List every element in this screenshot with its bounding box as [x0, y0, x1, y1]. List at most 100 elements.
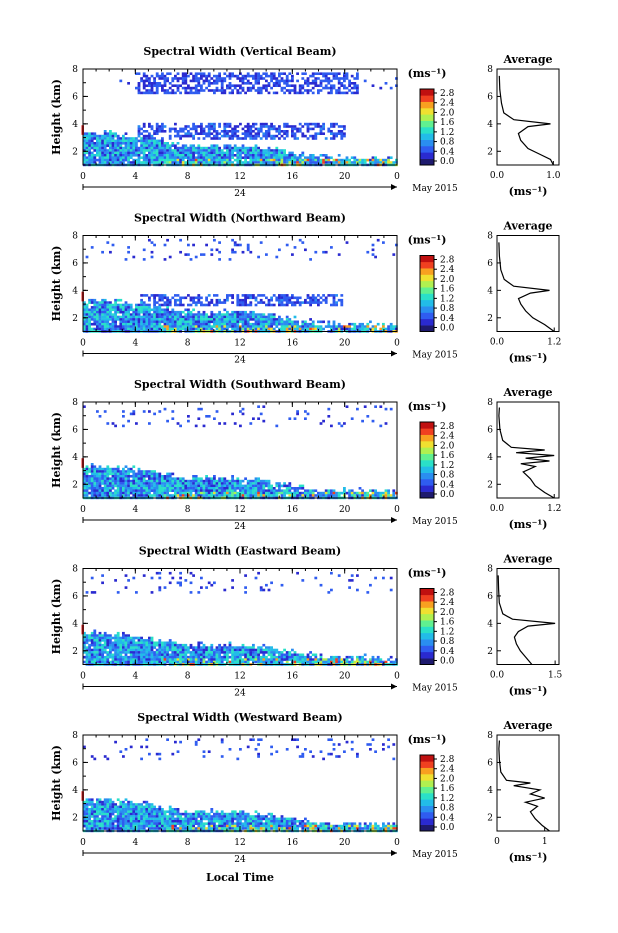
- colorbar-tick-label: 1.2: [440, 627, 454, 637]
- average-y-tick-label: 8: [487, 398, 493, 408]
- time-axis-label: Local Time: [206, 871, 274, 884]
- y-tick-label: 8: [72, 65, 78, 75]
- colorbar-tick-label: 1.6: [440, 118, 455, 128]
- colorbar-segment: [420, 89, 434, 96]
- y-tick-label: 2: [72, 147, 78, 157]
- colorbar-segment: [420, 473, 434, 480]
- colorbar-tick-label: 0.0: [440, 324, 455, 334]
- average-x-label: (ms⁻¹): [509, 851, 548, 864]
- colorbar-segment: [420, 447, 434, 454]
- colorbar-tick-label: 0.0: [440, 823, 455, 833]
- x-tick-label: 16: [287, 505, 299, 515]
- x-tick-label: 20: [339, 172, 351, 182]
- average-y-tick-label: 2: [487, 480, 493, 490]
- colorbar-segment: [420, 658, 434, 665]
- y-tick-label: 4: [72, 619, 78, 629]
- colorbar-segment: [420, 102, 434, 109]
- average-x-tick-label: 1.0: [546, 171, 561, 181]
- colorbar-segment: [420, 114, 434, 121]
- colorbar-segment: [420, 806, 434, 813]
- average-title: Average: [502, 220, 552, 233]
- y-tick-label: 8: [72, 398, 78, 408]
- panel-title: Spectral Width (Vertical Beam): [143, 45, 336, 58]
- average-x-tick-label: 0.0: [490, 338, 505, 348]
- colorbar-tick-label: 2.4: [440, 265, 455, 275]
- average-profile-line: [499, 408, 554, 499]
- panel-4: Spectral Width (Westward Beam)2468Height…: [50, 711, 559, 865]
- colorbar-segment: [420, 812, 434, 819]
- x-tick-label: 8: [185, 339, 191, 349]
- y-tick-label: 4: [72, 286, 78, 296]
- colorbar-segment: [420, 268, 434, 275]
- colorbar-tick-label: 1.6: [440, 285, 455, 295]
- colorbar-unit: (ms⁻¹): [408, 67, 447, 80]
- y-tick-label: 6: [72, 92, 78, 102]
- day-line-arrow: [391, 351, 397, 357]
- colorbar-segment: [420, 780, 434, 787]
- average-x-tick-label: 0.0: [490, 171, 505, 181]
- colorbar-tick-label: 2.8: [440, 256, 455, 266]
- panel-title: Spectral Width (Eastward Beam): [139, 545, 341, 558]
- colorbar-segment: [420, 441, 434, 448]
- x-tick-label: 16: [287, 672, 299, 682]
- heatmap-cells: [83, 239, 398, 333]
- day-line-arrow: [391, 184, 397, 190]
- y-axis-label: Height (km): [50, 745, 63, 821]
- colorbar-segment: [420, 793, 434, 800]
- panel-title: Spectral Width (Southward Beam): [134, 378, 346, 391]
- colorbar-segment: [420, 601, 434, 608]
- colorbar-segment: [420, 492, 434, 499]
- date-label: May 2015: [412, 850, 458, 860]
- heatmap-cells: [83, 738, 398, 832]
- colorbar-tick-label: 0.4: [440, 647, 455, 657]
- x-tick-label: 0: [80, 505, 86, 515]
- average-x-label: (ms⁻¹): [509, 185, 548, 198]
- y-tick-label: 4: [72, 453, 78, 463]
- colorbar-tick-label: 0.0: [440, 157, 455, 167]
- average-y-tick-label: 6: [487, 259, 493, 269]
- y-tick-label: 8: [72, 565, 78, 575]
- x-tick-label: 16: [287, 172, 299, 182]
- colorbar-tick-label: 1.2: [440, 128, 454, 138]
- colorbar-tick-label: 0.8: [440, 138, 455, 148]
- average-profile-line: [498, 575, 555, 664]
- colorbar-segment: [420, 589, 434, 596]
- panel-0: Spectral Width (Vertical Beam)2468Height…: [50, 45, 561, 199]
- y-tick-label: 2: [72, 480, 78, 490]
- x-tick-label: 20: [339, 339, 351, 349]
- colorbar-segment: [420, 768, 434, 775]
- average-y-tick-label: 8: [487, 731, 493, 741]
- average-title: Average: [502, 719, 552, 732]
- colorbar-tick-label: 0.4: [440, 147, 455, 157]
- average-y-tick-label: 6: [487, 425, 493, 435]
- day-line-arrow: [391, 850, 397, 856]
- x-tick-label: 0: [394, 505, 400, 515]
- average-y-tick-label: 4: [487, 120, 493, 130]
- colorbar-tick-label: 2.8: [440, 422, 455, 432]
- colorbar-segment: [420, 761, 434, 768]
- y-axis-label: Height (km): [50, 246, 63, 322]
- colorbar-segment: [420, 652, 434, 659]
- colorbar-segment: [420, 774, 434, 781]
- date-label: May 2015: [412, 184, 458, 194]
- colorbar-segment: [420, 639, 434, 646]
- colorbar-segment: [420, 787, 434, 794]
- colorbar-segment: [420, 152, 434, 159]
- average-x-label: (ms⁻¹): [509, 685, 548, 698]
- colorbar-segment: [420, 608, 434, 615]
- colorbar-segment: [420, 146, 434, 153]
- panel-title: Spectral Width (Northward Beam): [134, 212, 346, 225]
- day-line-arrow: [391, 517, 397, 523]
- colorbar-segment: [420, 319, 434, 326]
- average-frame: [497, 69, 559, 165]
- day-marker: 24: [234, 522, 246, 532]
- colorbar-segment: [420, 435, 434, 442]
- colorbar-tick-label: 2.0: [440, 774, 455, 784]
- panel-title: Spectral Width (Westward Beam): [137, 711, 342, 724]
- colorbar-segment: [420, 133, 434, 140]
- colorbar-tick-label: 2.0: [440, 108, 455, 118]
- colorbar-segment: [420, 127, 434, 134]
- average-profile-line: [499, 741, 550, 832]
